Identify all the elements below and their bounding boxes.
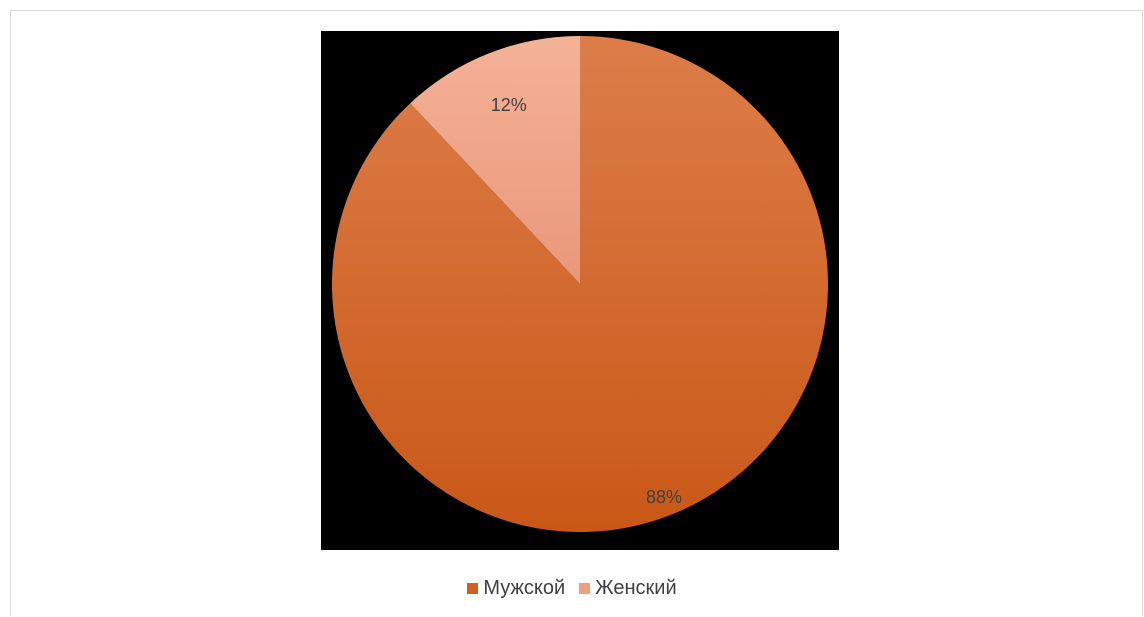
- legend-item-female: Женский: [579, 576, 677, 600]
- legend-label-male: Мужской: [483, 576, 566, 599]
- legend-item-male: Мужской: [467, 577, 565, 600]
- data-label-female: 12%: [491, 95, 527, 115]
- chart-frame: [10, 10, 1143, 616]
- legend-label-female: Женский: [595, 576, 677, 599]
- legend-swatch-female: [579, 582, 591, 594]
- legend-swatch-male: [467, 582, 479, 594]
- legend: Мужской Женский: [0, 574, 1144, 602]
- data-label-male: 88%: [646, 487, 682, 507]
- slice-female: [410, 35, 580, 284]
